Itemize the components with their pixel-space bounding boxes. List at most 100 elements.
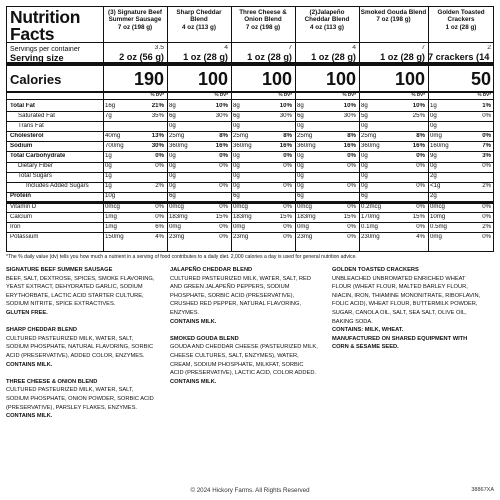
nutrient-dv: 0%: [283, 163, 292, 170]
nutrient-dv: 4%: [155, 233, 164, 240]
nutrient-label: Total Carbohydrate: [10, 153, 66, 160]
rule: [7, 91, 493, 94]
nutrient-dv: 8%: [347, 133, 356, 140]
nutrient-amount: 0g: [233, 183, 240, 190]
rule: [7, 221, 493, 223]
nutrient-dv: 0%: [416, 223, 425, 230]
dv-header: % DV*: [342, 93, 356, 97]
rule: [7, 141, 493, 142]
column-divider: [428, 7, 429, 251]
nutrient-dv: 0%: [219, 153, 228, 160]
dv-header: % DV*: [214, 93, 228, 97]
nutrient-dv: 0%: [283, 183, 292, 190]
panel-title: Nutrition Facts: [10, 8, 81, 44]
nutrient-amount: 0g: [169, 153, 176, 160]
nutrient-label: Trans Fat: [18, 123, 44, 130]
nutrient-amount: 0.5mg: [430, 223, 447, 230]
nutrient-dv: 10%: [343, 103, 356, 109]
rule: [7, 161, 493, 163]
nutrient-label: Vitamin D: [10, 203, 37, 210]
nutrient-amount: 0g: [361, 183, 368, 190]
nutrient-amount: 10g: [105, 193, 116, 200]
serving-size: 2 oz (56 g): [119, 53, 164, 62]
nutrient-dv: 0%: [482, 233, 491, 240]
ingredients-column: GOLDEN TOASTED CRACKERS UNBLEACHED UNBROM…: [332, 266, 494, 361]
nutrient-dv: 15%: [215, 213, 228, 220]
nutrient-amount: 230mg: [361, 233, 380, 240]
nutrient-dv: 0%: [155, 213, 164, 220]
nutrient-amount: 0g: [297, 173, 304, 180]
nutrient-amount: 360mg: [233, 143, 252, 150]
nutrient-dv: 21%: [151, 103, 164, 109]
nutrient-amount: 0.1mg: [361, 223, 378, 230]
nutrient-amount: 0mcg: [169, 203, 184, 210]
dv-header: % DV*: [411, 93, 425, 97]
nutrient-amount: 360mg: [361, 143, 380, 150]
nutrient-amount: 23mg: [233, 233, 249, 240]
nutrient-dv: 15%: [343, 213, 356, 220]
product-name: (3) Signature Beef Summer Sausage: [108, 9, 162, 24]
nutrient-amount: 1mg: [105, 213, 117, 220]
nutrient-amount: 0g: [297, 163, 304, 170]
column-divider: [359, 7, 360, 251]
ingredient-line: NIACIN, IRON, THIAMINE MONONITRATE, RIBO…: [332, 292, 481, 299]
nutrient-amount: 1g: [105, 183, 112, 190]
nutrient-amount: 23mg: [297, 233, 313, 240]
nutrient-dv: 0%: [155, 163, 164, 170]
ingredient-block: GOLDEN TOASTED CRACKERS UNBLEACHED UNBROM…: [332, 266, 494, 352]
nutrient-amount: 360mg: [297, 143, 316, 150]
nutrient-amount: 0g: [233, 153, 240, 160]
dv-header: % DV*: [477, 93, 491, 97]
ingredient-line: SODIUM PHOSPHATE, NATURAL FLAVORING, SOR…: [6, 344, 154, 351]
title-line: Facts: [10, 24, 55, 44]
nutrient-amount: 700mg: [105, 143, 124, 150]
ingredient-block: SIGNATURE BEEF SUMMER SAUSAGE BEEF, SALT,…: [6, 266, 164, 318]
column-divider: [295, 7, 296, 251]
nutrient-dv: 30%: [343, 113, 356, 120]
nutrient-label: Calcium: [10, 213, 33, 220]
nutrient-dv: 8%: [416, 133, 425, 140]
ingredient-line: ACID (PRESERVATIVE), LACTIC ACID, COLOR …: [170, 370, 317, 377]
nutrient-amount: 25mg: [297, 133, 313, 140]
nutrient-label: Dietary Fiber: [18, 163, 53, 170]
rule: [7, 62, 493, 66]
allergen-statement: MANUFACTURED ON SHARED EQUIPMENT WITH: [332, 335, 468, 342]
nutrient-amount: 0g: [169, 183, 176, 190]
nutrient-amount: 0g: [361, 163, 368, 170]
nutrient-amount: 25mg: [169, 133, 185, 140]
rule: [7, 151, 493, 153]
allergen-statement: CONTAINS MILK.: [6, 413, 53, 420]
ingredient-block: SMOKED GOUDA BLEND GOUDA AND CHEDDAR CHEE…: [170, 335, 328, 387]
daily-value-footnote: *The % daily value (dv) tells you how mu…: [6, 254, 357, 260]
rule: [7, 191, 493, 193]
nutrient-amount: 8g: [297, 103, 304, 109]
nutrient-dv: 0%: [219, 163, 228, 170]
ingredients-column: JALAPEÑO CHEDDAR BLEND CULTURED PASTEURIZ…: [170, 266, 328, 395]
nutrient-amount: 0mg: [297, 223, 309, 230]
calories-value: 50: [470, 70, 491, 88]
nutrient-amount: 10mg: [430, 213, 446, 220]
nutrient-label: Sodium: [10, 143, 33, 150]
ingredient-line: PHOSPHATE, SORBIC ACID (PRESERVATIVE),: [170, 292, 295, 299]
nutrient-amount: 0g: [430, 123, 437, 130]
product-name: (2)Jalapeño Cheddar Blend: [304, 9, 350, 24]
serving-size: 7 crackers (14 g): [428, 53, 491, 62]
nutrient-dv: 0%: [347, 233, 356, 240]
nutrient-dv: 16%: [343, 143, 356, 150]
product-name: Sharp Cheddar Blend: [176, 9, 222, 24]
ingredient-line: GOUDA AND CHEDDAR CHEESE (PASTEURIZED MI…: [170, 344, 318, 351]
ingredient-line: YEAST EXTRACT, DEHYDRATED GARLIC, SODIUM: [6, 284, 143, 291]
nutrient-amount: 0g: [361, 123, 368, 130]
nutrient-amount: 25mg: [233, 133, 249, 140]
servings-count: 2: [487, 45, 491, 51]
nutrient-dv: 0%: [416, 163, 425, 170]
serving-size: 1 oz (28 g): [380, 53, 425, 62]
nutrient-amount: 6g: [297, 113, 304, 120]
nutrient-amount: 160mg: [430, 143, 449, 150]
nutrient-amount: 0g: [169, 163, 176, 170]
ingredient-line: CRUSHED RED PEPPER, NATURAL FLAVORING,: [170, 301, 302, 308]
nutrient-dv: 0%: [482, 213, 491, 220]
nutrient-dv: 0%: [347, 163, 356, 170]
nutrient-dv: 0%: [482, 203, 491, 210]
nutrient-dv: 3%: [482, 153, 491, 160]
